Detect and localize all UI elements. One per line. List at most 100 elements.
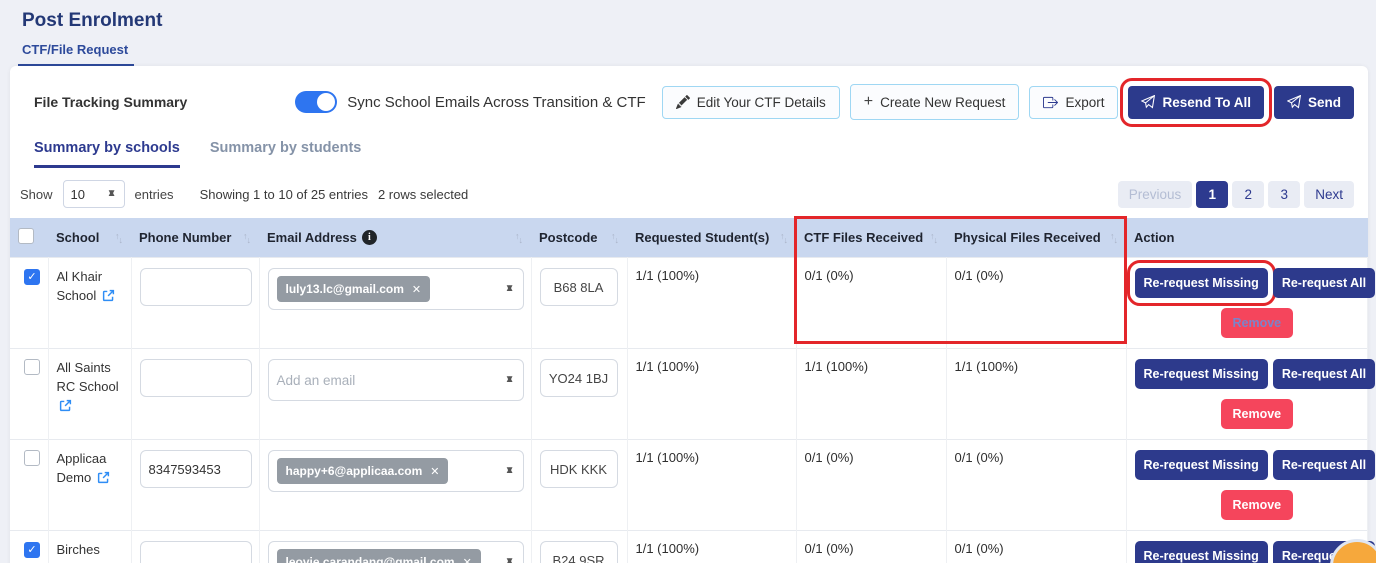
column-label: Postcode — [539, 230, 598, 245]
school-name: Birches Green Junior School — [56, 542, 100, 563]
select-all-checkbox[interactable] — [18, 228, 34, 244]
export-label: Export — [1065, 94, 1105, 110]
summary-tabs: Summary by schools Summary by students — [10, 120, 1368, 168]
column-header-action: Action — [1126, 218, 1368, 258]
sort-icons: ↑ ↓ — [115, 230, 123, 245]
table-header-row: School ↑ ↓ Phone Number ↑ ↓ Email Address i ↑ ↓ Po… — [10, 218, 1368, 258]
email-tag-text: happy+6@applicaa.com — [285, 464, 423, 478]
send-label: Send — [1307, 94, 1341, 110]
school-name: Applicaa Demo — [56, 451, 107, 485]
remove-button[interactable]: Remove — [1220, 490, 1294, 520]
toolbar: File Tracking Summary Sync School Emails… — [10, 66, 1368, 127]
column-header-school[interactable]: School ↑ ↓ — [48, 218, 131, 258]
re-request-missing-button[interactable]: Re-request Missing — [1134, 450, 1268, 480]
pencil-icon — [675, 95, 690, 109]
column-header-ctf-files-received[interactable]: CTF Files Received ↑ ↓ — [796, 218, 946, 258]
phone-input[interactable] — [139, 541, 252, 563]
pagination-page-1[interactable]: 1 — [1196, 180, 1229, 208]
column-label: Phone Number — [139, 230, 232, 245]
remove-email-icon[interactable]: ✕ — [462, 556, 472, 563]
re-request-missing-button[interactable]: Re-request Missing — [1126, 260, 1276, 306]
table-row: Applicaa Demo happy+6@applicaa.com ✕ ▲▼ … — [10, 439, 1376, 531]
breadcrumb-ctf-file-request[interactable]: CTF/File Request — [18, 42, 135, 66]
send-button[interactable]: Send — [1273, 85, 1354, 119]
remove-email-icon[interactable]: ✕ — [430, 465, 440, 478]
email-select[interactable]: happy+6@applicaa.com ✕ ▲ ▼ — [267, 450, 524, 492]
pagination-next-button[interactable]: Next — [1304, 180, 1354, 208]
ctf-files-received-value: 0/1 (0%) — [796, 257, 947, 349]
resend-to-all-label: Resend To All — [1162, 94, 1251, 110]
info-icon[interactable]: i — [361, 230, 377, 245]
postcode-input[interactable] — [539, 541, 618, 563]
ctf-files-received-value: 1/1 (100%) — [796, 348, 947, 440]
phone-input[interactable] — [139, 359, 252, 397]
external-link-icon[interactable] — [102, 289, 115, 305]
row-checkbox[interactable] — [24, 359, 40, 375]
pagination-page-3[interactable]: 3 — [1268, 180, 1301, 208]
physical-files-received-value: 0/1 (0%) — [946, 257, 1127, 349]
table-row: Al Khair School luly13.lc@gmail.com ✕ ▲▼… — [10, 257, 1376, 349]
select-all-checkbox[interactable] — [10, 218, 48, 258]
file-tracking-table: School ↑ ↓ Phone Number ↑ ↓ Email Address i ↑ ↓ Po… — [10, 218, 1376, 563]
re-request-all-button[interactable]: Re-request All — [1272, 268, 1376, 298]
re-request-all-button[interactable]: Re-request All — [1272, 450, 1376, 480]
entries-per-page-select[interactable]: 10 ▲ ▼ — [62, 180, 125, 208]
school-name: Al Khair School — [56, 269, 103, 303]
tab-summary-by-schools[interactable]: Summary by schools — [34, 140, 180, 168]
column-header-physical-files-received[interactable]: Physical Files Received ↑ ↓ — [946, 218, 1126, 258]
sort-icons: ↑ ↓ — [780, 230, 788, 245]
column-header-requested-student-s-[interactable]: Requested Student(s) ↑ ↓ — [627, 218, 796, 258]
postcode-input[interactable] — [539, 268, 618, 306]
send-plane-icon — [1141, 95, 1156, 109]
requested-students-value: 1/1 (100%) — [627, 439, 797, 531]
create-new-request-button[interactable]: + Create New Request — [849, 84, 1020, 120]
email-select[interactable]: Add an email ▲ ▼ — [267, 359, 524, 401]
tab-summary-by-students[interactable]: Summary by students — [209, 140, 362, 156]
export-button[interactable]: Export — [1029, 85, 1119, 119]
rows-selected-text: 2 rows selected — [377, 186, 469, 202]
column-label: Requested Student(s) — [635, 230, 770, 245]
sync-emails-toggle[interactable] — [295, 91, 338, 113]
re-request-missing-button[interactable]: Re-request Missing — [1134, 541, 1268, 563]
row-checkbox[interactable] — [24, 269, 40, 285]
create-new-request-label: Create New Request — [880, 94, 1006, 110]
postcode-input[interactable] — [539, 450, 618, 488]
row-checkbox[interactable] — [24, 542, 40, 558]
table-row: All Saints RC School Add an email ▲▼ 1/1… — [10, 348, 1376, 440]
phone-input[interactable] — [139, 450, 252, 488]
re-request-missing-button[interactable]: Re-request Missing — [1134, 359, 1268, 389]
file-tracking-card: File Tracking Summary Sync School Emails… — [10, 66, 1376, 563]
edit-ctf-details-button[interactable]: Edit Your CTF Details — [661, 85, 840, 119]
show-label: Show — [20, 186, 53, 202]
column-header-email-address[interactable]: Email Address i ↑ ↓ — [259, 218, 531, 258]
toggle-knob — [317, 93, 336, 111]
external-link-icon[interactable] — [59, 399, 72, 415]
page-header: Post Enrolment CTF/File Request — [0, 0, 1376, 66]
remove-button[interactable]: Remove — [1220, 308, 1294, 338]
remove-email-icon[interactable]: ✕ — [411, 283, 422, 296]
pagination-page-2[interactable]: 2 — [1232, 180, 1265, 208]
sync-toggle-label: Sync School Emails Across Transition & C… — [347, 93, 646, 111]
email-select[interactable]: luly13.lc@gmail.com ✕ ▲ ▼ — [267, 268, 524, 310]
email-select[interactable]: leovie.carandang@gmail.com ✕ ▲ ▼ — [267, 541, 524, 563]
phone-input[interactable] — [139, 268, 252, 306]
remove-button[interactable]: Remove — [1220, 399, 1294, 429]
postcode-input[interactable] — [539, 359, 618, 397]
email-placeholder: Add an email — [276, 372, 356, 388]
column-label: Action — [1134, 230, 1175, 245]
column-header-postcode[interactable]: Postcode ↑ ↓ — [531, 218, 627, 258]
requested-students-value: 1/1 (100%) — [627, 348, 797, 440]
pagination-previous-button[interactable]: Previous — [1117, 180, 1193, 208]
export-icon — [1043, 95, 1059, 110]
showing-entries-text: Showing 1 to 10 of 25 entries — [199, 186, 368, 202]
column-label: Email Address — [267, 230, 357, 245]
re-request-all-button[interactable]: Re-request All — [1272, 359, 1376, 389]
school-name: All Saints RC School — [56, 360, 119, 394]
resend-to-all-button[interactable]: Resend To All — [1120, 77, 1272, 127]
email-tag-text: luly13.lc@gmail.com — [285, 282, 404, 296]
table-row: Birches Green Junior School leovie.caran… — [10, 530, 1376, 563]
row-checkbox[interactable] — [24, 450, 40, 466]
external-link-icon[interactable] — [97, 471, 110, 487]
column-header-phone-number[interactable]: Phone Number ↑ ↓ — [131, 218, 259, 258]
